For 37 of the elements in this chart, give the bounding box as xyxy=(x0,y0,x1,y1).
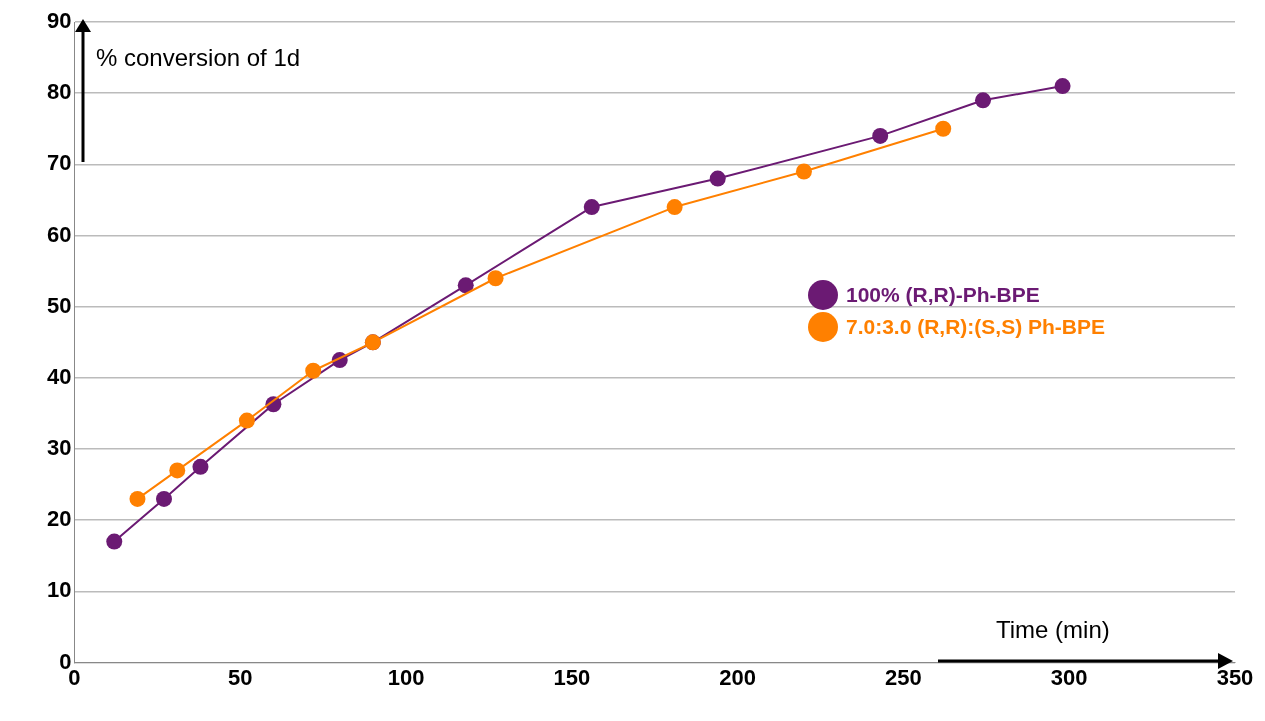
legend-label: 100% (R,R)-Ph-BPE xyxy=(846,283,1040,307)
y-tick-label: 30 xyxy=(46,435,72,461)
y-axis-title: % conversion of 1d xyxy=(96,44,301,72)
y-tick-label: 90 xyxy=(46,8,72,34)
y-tick-label: 60 xyxy=(46,221,72,247)
y-tick-label: 20 xyxy=(46,506,72,532)
x-tick-label: 300 xyxy=(1050,664,1088,690)
x-axis-title: Time (min) xyxy=(996,616,1110,644)
x-tick-label: 350 xyxy=(1216,664,1254,690)
x-tick-label: 150 xyxy=(553,664,591,690)
legend-label: 7.0:3.0 (R,R):(S,S) Ph-BPE xyxy=(846,315,1106,339)
x-tick-label: 250 xyxy=(885,664,922,690)
point xyxy=(795,163,812,180)
point xyxy=(106,533,123,550)
point xyxy=(305,362,322,379)
y-tick-label: 70 xyxy=(46,150,72,176)
y-tick-label: 10 xyxy=(46,577,72,603)
point xyxy=(238,412,255,429)
point xyxy=(709,170,726,187)
y-tick-label: 40 xyxy=(46,363,72,389)
point xyxy=(487,270,504,287)
point xyxy=(192,458,209,475)
y-tick-label: 80 xyxy=(46,79,72,105)
point xyxy=(156,490,172,507)
point xyxy=(169,462,186,479)
point xyxy=(583,199,600,216)
point xyxy=(457,277,474,294)
x-tick-label: 100 xyxy=(387,664,425,690)
point xyxy=(975,92,991,109)
point xyxy=(129,490,146,507)
point xyxy=(872,127,889,144)
x-tick-label: 50 xyxy=(228,664,253,690)
x-tick-label: 200 xyxy=(719,664,756,690)
point xyxy=(935,120,952,137)
point xyxy=(666,199,683,216)
point xyxy=(1054,78,1071,95)
y-tick-label: 50 xyxy=(46,292,72,318)
